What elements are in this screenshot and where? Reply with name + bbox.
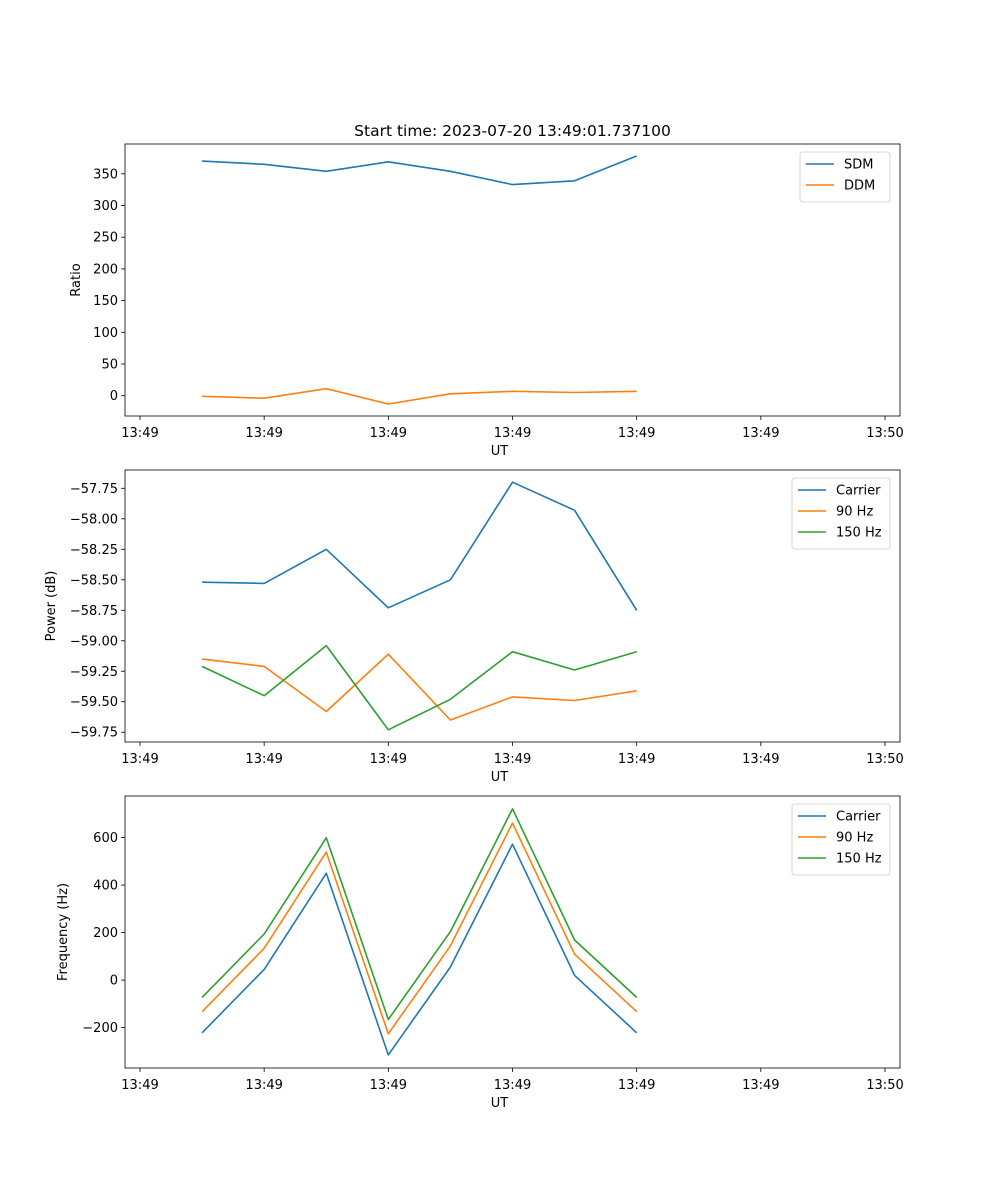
y-tick-label: 50 <box>101 358 118 373</box>
x-tick-label: 13:49 <box>742 426 779 441</box>
plot-frame <box>124 469 901 743</box>
y-tick-label: −200 <box>82 1021 118 1036</box>
legend: Carrier 90 Hz 150 Hz <box>791 477 891 550</box>
series-line-90-hz <box>201 822 638 1035</box>
series-line-90-hz <box>202 653 637 721</box>
x-tick-label: 13:49 <box>245 426 282 441</box>
x-tick-label: 13:49 <box>370 1078 407 1093</box>
y-tick-label: 150 <box>93 294 118 309</box>
series-line-carrier <box>201 843 638 1056</box>
x-tick-label: 13:49 <box>121 752 158 767</box>
panel-frequency: 13:49 13:49 13:49 13:49 13:49 13:49 13:50 −200 0… <box>56 795 904 1111</box>
y-tick-label: −58.50 <box>70 573 118 588</box>
legend-entry: SDM <box>844 158 873 173</box>
y-axis-label: Frequency (Hz) <box>56 883 71 981</box>
x-axis-label: UT <box>491 444 509 459</box>
y-tick-label: 200 <box>93 926 118 941</box>
x-tick-label: 13:49 <box>494 752 531 767</box>
y-tick-label: −57.75 <box>70 482 118 497</box>
x-tick-label: 13:49 <box>618 1078 655 1093</box>
x-axis-label: UT <box>491 1096 509 1111</box>
y-tick-label: 0 <box>110 974 118 989</box>
legend-entry: Carrier <box>836 810 881 825</box>
y-axis-label: Ratio <box>69 263 84 296</box>
y-tick-label: 600 <box>93 831 118 846</box>
x-tick-label: 13:49 <box>494 1078 531 1093</box>
y-tick-label: 250 <box>93 231 118 246</box>
x-tick-label: 13:49 <box>618 426 655 441</box>
x-tick-label: 13:49 <box>245 1078 282 1093</box>
y-tick-label: −58.75 <box>70 604 118 619</box>
y-tick-label: 400 <box>93 879 118 894</box>
x-tick-label: 13:49 <box>370 752 407 767</box>
x-tick-label: 13:49 <box>121 1078 158 1093</box>
y-tick-label: −59.50 <box>70 695 118 710</box>
y-tick-label: 0 <box>110 389 118 404</box>
y-axis-label: Power (dB) <box>44 571 59 642</box>
y-tick-label: −59.00 <box>70 634 118 649</box>
x-axis-label: UT <box>491 770 509 785</box>
y-tick-label: 100 <box>93 326 118 341</box>
x-tick-label: 13:50 <box>866 752 903 767</box>
x-tick-label: 13:49 <box>245 752 282 767</box>
legend-entry: 90 Hz <box>836 831 873 846</box>
x-tick-label: 13:50 <box>866 426 903 441</box>
panel-ratio: 13:49 13:49 13:49 13:49 13:49 13:49 13:50 0 50 10… <box>69 143 904 459</box>
x-tick-label: 13:49 <box>494 426 531 441</box>
legend-entry: 90 Hz <box>836 505 873 520</box>
series-line-carrier <box>202 481 638 611</box>
x-tick-label: 13:49 <box>742 752 779 767</box>
y-tick-label: −58.25 <box>70 543 118 558</box>
series-line-ddm <box>202 387 637 405</box>
x-tick-label: 13:49 <box>370 426 407 441</box>
series-line-sdm <box>202 155 637 186</box>
y-tick-label: −58.00 <box>70 512 118 527</box>
x-tick-label: 13:50 <box>866 1078 903 1093</box>
chart-title: Start time: 2023-07-20 13:49:01.737100 <box>354 122 671 140</box>
y-tick-label: −59.75 <box>70 726 118 741</box>
legend: Carrier 90 Hz 150 Hz <box>791 803 891 876</box>
legend-entry: DDM <box>844 179 875 194</box>
panel-power: 13:49 13:49 13:49 13:49 13:49 13:49 13:50 −59.7… <box>44 469 904 785</box>
legend-entry: 150 Hz <box>836 526 882 541</box>
legend: SDM DDM <box>799 151 891 203</box>
y-tick-label: −59.25 <box>70 665 118 680</box>
x-tick-label: 13:49 <box>742 1078 779 1093</box>
x-tick-label: 13:49 <box>618 752 655 767</box>
legend-entry: Carrier <box>836 484 881 499</box>
y-tick-label: 300 <box>93 199 118 214</box>
y-tick-label: 200 <box>93 262 118 277</box>
series-line-150-hz <box>201 644 637 731</box>
series-line-150-hz <box>201 807 638 1021</box>
legend-entry: 150 Hz <box>836 852 882 867</box>
x-tick-label: 13:49 <box>121 426 158 441</box>
y-tick-label: 350 <box>93 167 118 182</box>
plot-frame <box>124 795 901 1069</box>
